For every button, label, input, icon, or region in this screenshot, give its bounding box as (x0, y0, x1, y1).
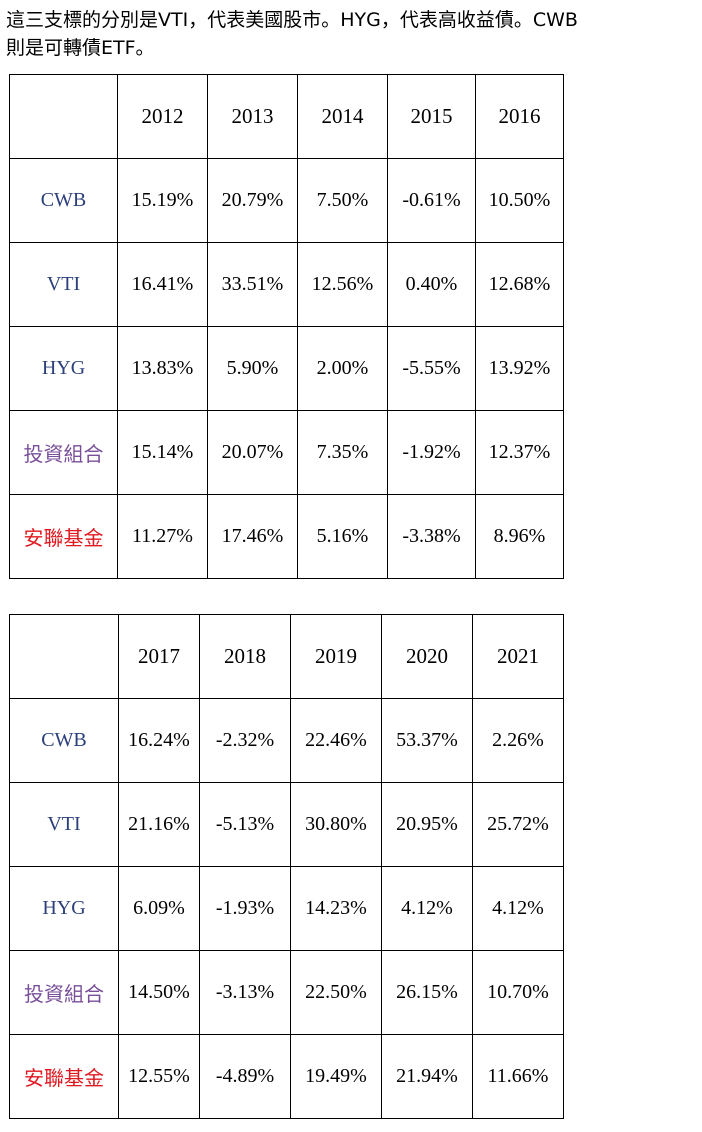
return-cell: 2.00% (297, 326, 388, 411)
return-cell: 11.66% (472, 1034, 564, 1119)
return-cell: 19.49% (290, 1034, 382, 1119)
table-header-row: 2017 2018 2019 2020 2021 (9, 614, 564, 699)
row-label-hyg: HYG (9, 866, 119, 951)
return-cell: 4.12% (472, 866, 564, 951)
return-cell: 26.15% (381, 950, 473, 1035)
table-row: CWB 15.19% 20.79% 7.50% -0.61% 10.50% (9, 158, 564, 243)
return-cell: -0.61% (387, 158, 476, 243)
intro-paragraph: 這三支標的分別是VTI，代表美國股市。HYG，代表高收益債。CWB 則是可轉債ET… (6, 6, 700, 62)
table-row: 投資組合 15.14% 20.07% 7.35% -1.92% 12.37% (9, 410, 564, 495)
table-header-row: 2012 2013 2014 2015 2016 (9, 74, 564, 159)
return-cell: 15.14% (117, 410, 208, 495)
return-cell: 5.16% (297, 494, 388, 579)
return-cell: 11.27% (117, 494, 208, 579)
table-row: 安聯基金 12.55% -4.89% 19.49% 21.94% 11.66% (9, 1034, 564, 1119)
row-label-vti: VTI (9, 242, 118, 327)
intro-line-1: 這三支標的分別是VTI，代表美國股市。HYG，代表高收益債。CWB (6, 9, 578, 31)
return-cell: 7.35% (297, 410, 388, 495)
year-header: 2014 (297, 74, 388, 159)
return-cell: 33.51% (207, 242, 298, 327)
table-row: VTI 21.16% -5.13% 30.80% 20.95% 25.72% (9, 782, 564, 867)
table-row: 投資組合 14.50% -3.13% 22.50% 26.15% 10.70% (9, 950, 564, 1035)
header-corner-cell (9, 74, 118, 159)
return-cell: -2.32% (199, 698, 291, 783)
year-header: 2016 (475, 74, 564, 159)
year-header: 2020 (381, 614, 473, 699)
return-cell: 30.80% (290, 782, 382, 867)
row-label-vti: VTI (9, 782, 119, 867)
row-label-cwb: CWB (9, 158, 118, 243)
year-header: 2012 (117, 74, 208, 159)
return-cell: 21.94% (381, 1034, 473, 1119)
year-header: 2017 (118, 614, 200, 699)
return-cell: -5.13% (199, 782, 291, 867)
returns-table-2017-2021: 2017 2018 2019 2020 2021 CWB 16.24% -2.3… (9, 614, 564, 1119)
return-cell: 12.68% (475, 242, 564, 327)
year-header: 2018 (199, 614, 291, 699)
year-header: 2019 (290, 614, 382, 699)
table-row: CWB 16.24% -2.32% 22.46% 53.37% 2.26% (9, 698, 564, 783)
return-cell: 2.26% (472, 698, 564, 783)
return-cell: -5.55% (387, 326, 476, 411)
return-cell: -1.92% (387, 410, 476, 495)
row-label-portfolio: 投資組合 (9, 950, 119, 1035)
return-cell: 7.50% (297, 158, 388, 243)
row-label-cwb: CWB (9, 698, 119, 783)
return-cell: 8.96% (475, 494, 564, 579)
table-row: HYG 13.83% 5.90% 2.00% -5.55% 13.92% (9, 326, 564, 411)
return-cell: -3.38% (387, 494, 476, 579)
return-cell: 20.79% (207, 158, 298, 243)
year-header: 2021 (472, 614, 564, 699)
returns-table-2012-2016: 2012 2013 2014 2015 2016 CWB 15.19% 20.7… (9, 74, 564, 579)
table-row: VTI 16.41% 33.51% 12.56% 0.40% 12.68% (9, 242, 564, 327)
return-cell: 14.23% (290, 866, 382, 951)
intro-line-2: 則是可轉債ETF。 (6, 37, 155, 59)
return-cell: 4.12% (381, 866, 473, 951)
return-cell: 13.83% (117, 326, 208, 411)
table-row: HYG 6.09% -1.93% 14.23% 4.12% 4.12% (9, 866, 564, 951)
return-cell: 16.41% (117, 242, 208, 327)
row-label-portfolio: 投資組合 (9, 410, 118, 495)
return-cell: 12.55% (118, 1034, 200, 1119)
return-cell: 20.95% (381, 782, 473, 867)
return-cell: 6.09% (118, 866, 200, 951)
return-cell: 22.46% (290, 698, 382, 783)
return-cell: 14.50% (118, 950, 200, 1035)
return-cell: 10.50% (475, 158, 564, 243)
return-cell: 13.92% (475, 326, 564, 411)
return-cell: 16.24% (118, 698, 200, 783)
year-header: 2013 (207, 74, 298, 159)
return-cell: -3.13% (199, 950, 291, 1035)
header-corner-cell (9, 614, 119, 699)
return-cell: 20.07% (207, 410, 298, 495)
return-cell: 12.37% (475, 410, 564, 495)
return-cell: 12.56% (297, 242, 388, 327)
row-label-hyg: HYG (9, 326, 118, 411)
return-cell: 53.37% (381, 698, 473, 783)
row-label-fund: 安聯基金 (9, 494, 118, 579)
return-cell: 10.70% (472, 950, 564, 1035)
row-label-fund: 安聯基金 (9, 1034, 119, 1119)
return-cell: 25.72% (472, 782, 564, 867)
return-cell: -1.93% (199, 866, 291, 951)
return-cell: 15.19% (117, 158, 208, 243)
return-cell: 21.16% (118, 782, 200, 867)
return-cell: 17.46% (207, 494, 298, 579)
return-cell: 5.90% (207, 326, 298, 411)
year-header: 2015 (387, 74, 476, 159)
return-cell: -4.89% (199, 1034, 291, 1119)
return-cell: 0.40% (387, 242, 476, 327)
table-row: 安聯基金 11.27% 17.46% 5.16% -3.38% 8.96% (9, 494, 564, 579)
return-cell: 22.50% (290, 950, 382, 1035)
